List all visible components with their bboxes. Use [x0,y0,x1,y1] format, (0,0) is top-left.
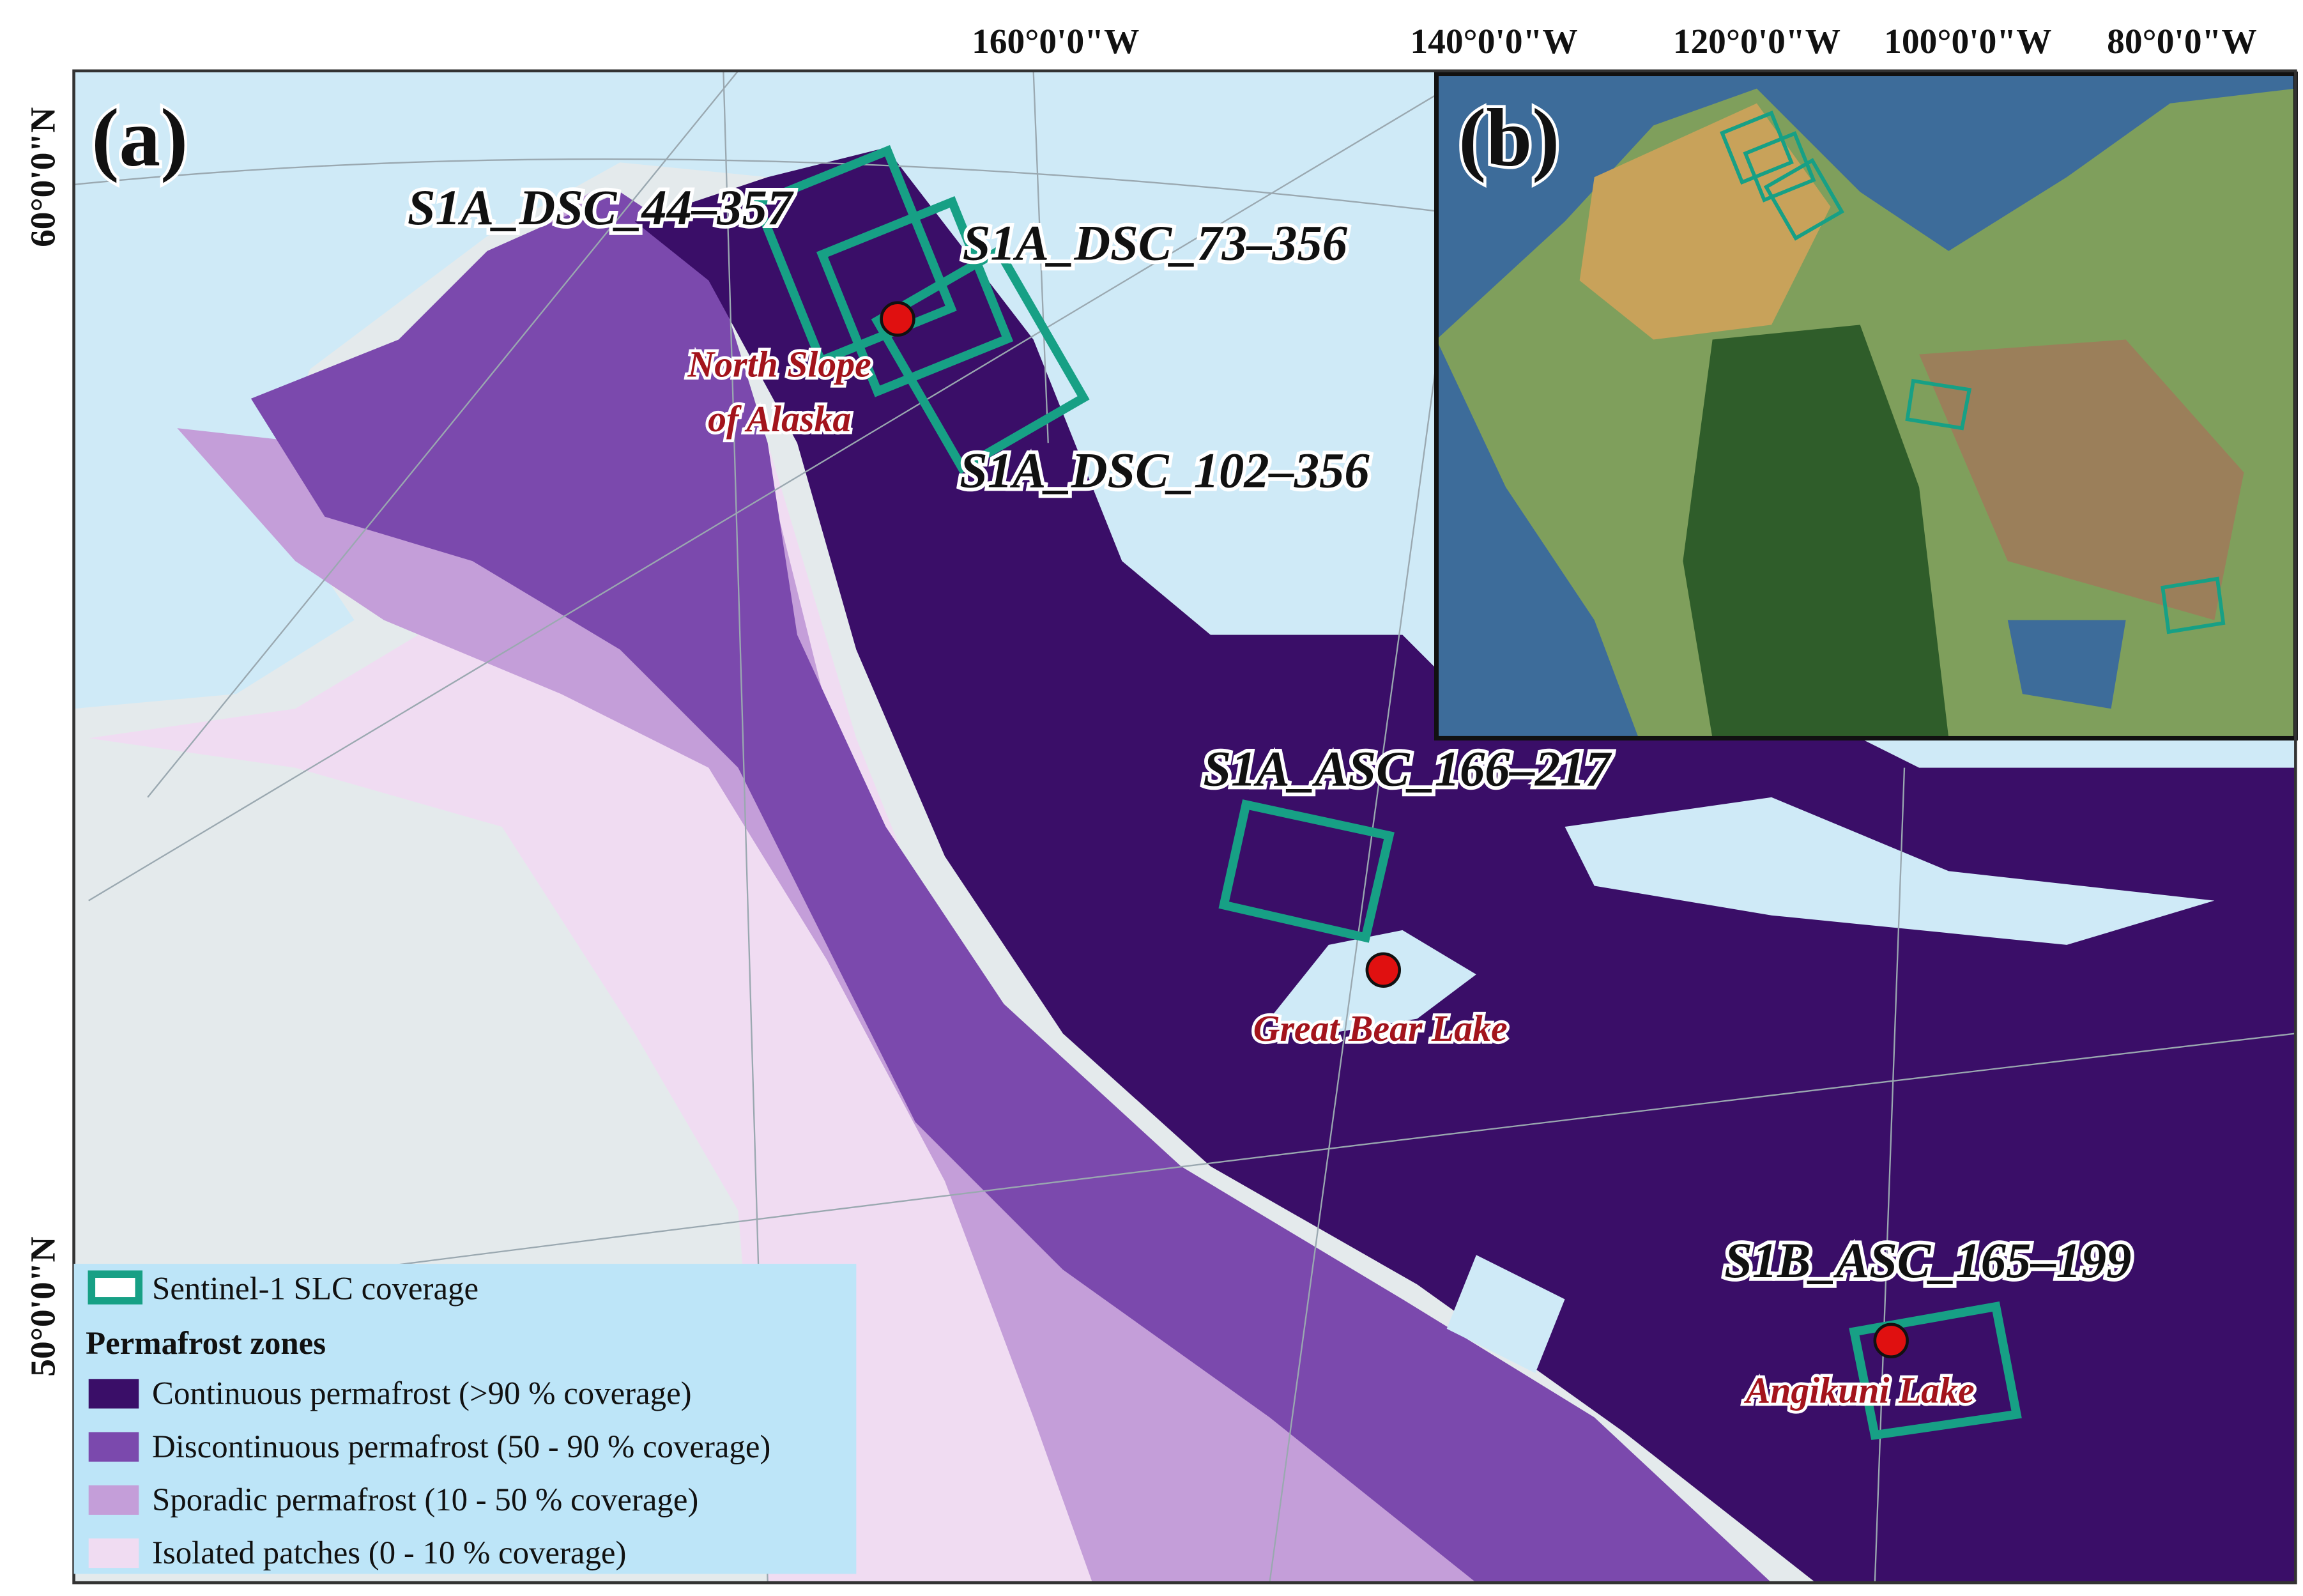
swath-box [871,245,1090,474]
site-marker [880,301,915,337]
legend-label: Sporadic permafrost (10 - 50 % coverage) [152,1482,698,1517]
site-label: of Alaska [708,399,851,440]
legend-label: Discontinuous permafrost (50 - 90 % cove… [152,1429,770,1464]
swath-label: S1B_ASC_165–199 [1724,1232,2131,1288]
inset-swath [2161,576,2226,634]
gulf-water [1565,797,2215,945]
legend-swatch [88,1432,139,1462]
discontinuous-zone [250,192,1772,1583]
swath-label: S1A_DSC_73–356 [963,215,1348,271]
map-frame [72,69,2297,1584]
panel-label: (b) [1458,92,1559,183]
lon-label: 120°0'0"W [1673,22,1840,61]
lon-label: 160°0'0"W [972,22,1139,61]
legend-title: Permafrost zones [86,1325,326,1361]
panel-label: (a) [91,92,188,183]
lon-label: 80°0'0"W [2107,22,2257,61]
lat-label: 60°0'0"N [24,107,63,247]
legend-label: Continuous permafrost (>90 % coverage) [152,1376,692,1411]
inset-forest [1683,325,1949,739]
lon-label: 140°0'0"W [1410,22,1577,61]
legend-label: Sentinel-1 SLC coverage [152,1271,478,1307]
legend-swatch [88,1379,139,1409]
inset-tundra [1579,103,1831,340]
lat-label: 50°0'0"N [24,1236,63,1376]
inset-shield [1919,339,2244,620]
swath-label: S1A_ASC_166–217 [1203,740,1612,796]
lon-label: 100°0'0"W [1884,22,2051,61]
legend-swatch [88,1485,139,1515]
site-label: Angikuni Lake [1744,1370,1975,1411]
inset-bay [2007,620,2126,709]
legend-box [73,1264,857,1574]
inset-swath [1905,378,1972,431]
inset-swath [1743,131,1816,203]
swath-label: S1A_DSC_102–356 [960,443,1370,498]
legend-swatch [88,1538,139,1569]
inset-swath [1763,158,1844,241]
lake [1446,1255,1565,1374]
legend-label: Isolated patches (0 - 10 % coverage) [152,1535,626,1570]
graticule [73,70,2296,1583]
site-label: Great Bear Lake [1253,1009,1508,1049]
swath-box [1849,1301,2022,1440]
swath-box [816,196,1014,397]
legend-swatch [88,1270,143,1305]
site-marker [1873,1323,1909,1358]
swath-label: S1A_DSC_44–357 [408,180,794,235]
swath-box [1218,799,1395,943]
site-label: North Slope [687,344,871,385]
site-marker [1365,952,1402,988]
continuous-zone [634,148,2296,1583]
legend: Sentinel-1 SLC coverage Permafrost zones… [73,1264,857,1574]
